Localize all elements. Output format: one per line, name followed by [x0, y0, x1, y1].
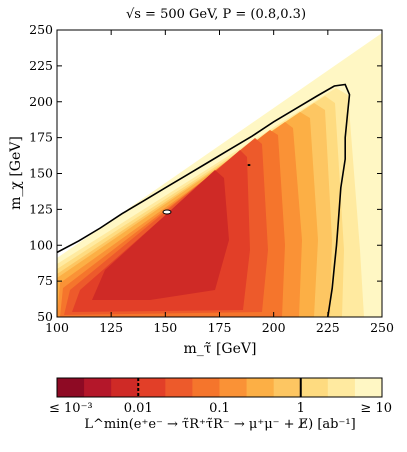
- contour-1: [57, 83, 351, 317]
- colorbar-label: L^min(e⁺e⁻ → τ̃R⁺τ̃R⁻ → μ⁺μ⁻ + E̸) [ab⁻¹…: [84, 417, 355, 432]
- colorbar-frame: [56, 377, 383, 398]
- colorbar-swatch-1: [84, 378, 112, 397]
- y-tick-label-4: 150: [29, 166, 53, 181]
- x-tick-label-5: 225: [316, 320, 340, 335]
- level-dot-1: [162, 209, 172, 215]
- colorbar: ≤ 10⁻³ 0.01 0.1 1 ≥ 10: [49, 377, 392, 416]
- colorbar-tick-label-3: 1: [297, 401, 305, 416]
- y-tick-label-3: 125: [29, 201, 53, 216]
- colorbar-tick-label-2: 0.1: [209, 401, 230, 416]
- colorbar-swatch-3: [138, 378, 166, 397]
- colorbar-tick-label-4: ≥ 10: [360, 401, 392, 416]
- colorbar-swatch-11: [354, 378, 383, 397]
- y-tick-label-2: 100: [29, 237, 53, 252]
- plot-area: [56, 29, 383, 318]
- colorbar-tick-label-1: 0.01: [124, 401, 153, 416]
- colorbar-swatch-9: [300, 378, 329, 397]
- region-level-10: [92, 170, 229, 300]
- y-tick-label-7: 225: [29, 58, 53, 73]
- colorbar-tick-label-0: ≤ 10⁻³: [49, 401, 93, 416]
- colorbar-swatch-10: [327, 378, 356, 397]
- y-tick-label-5: 175: [29, 130, 53, 145]
- y-tick-label-6: 200: [29, 94, 53, 109]
- chart-title: √s = 500 GeV, P = (0.8,0.3): [126, 7, 306, 22]
- colorbar-swatch-5: [192, 378, 220, 397]
- x-tick-label-2: 150: [153, 320, 177, 335]
- colorbar-swatch-6: [219, 378, 248, 397]
- x-tick-label-3: 175: [208, 320, 232, 335]
- y-tick-label-8: 250: [29, 22, 53, 37]
- y-axis-label: m_χ [GeV]: [8, 136, 24, 210]
- heatmap-fill: [57, 33, 382, 317]
- y-tick-label-1: 75: [37, 273, 53, 288]
- x-axis: 100 125 150 175 200 225 250: [45, 30, 394, 335]
- x-axis-label: m_τ̃ [GeV]: [184, 341, 257, 357]
- level-dot-2: [247, 164, 251, 166]
- colorbar-swatch-0: [57, 378, 85, 397]
- x-tick-label-6: 250: [370, 320, 394, 335]
- x-tick-label-1: 125: [99, 320, 123, 335]
- colorbar-swatch-4: [165, 378, 193, 397]
- y-axis: 50 75 100 125 150 175 200 225 250: [29, 22, 382, 324]
- x-tick-label-4: 200: [262, 320, 286, 335]
- x-tick-label-0: 100: [45, 320, 69, 335]
- colorbar-swatch-8: [273, 378, 302, 397]
- colorbar-swatch-2: [111, 378, 139, 397]
- colorbar-swatch-7: [246, 378, 275, 397]
- y-tick-label-0: 50: [37, 309, 53, 324]
